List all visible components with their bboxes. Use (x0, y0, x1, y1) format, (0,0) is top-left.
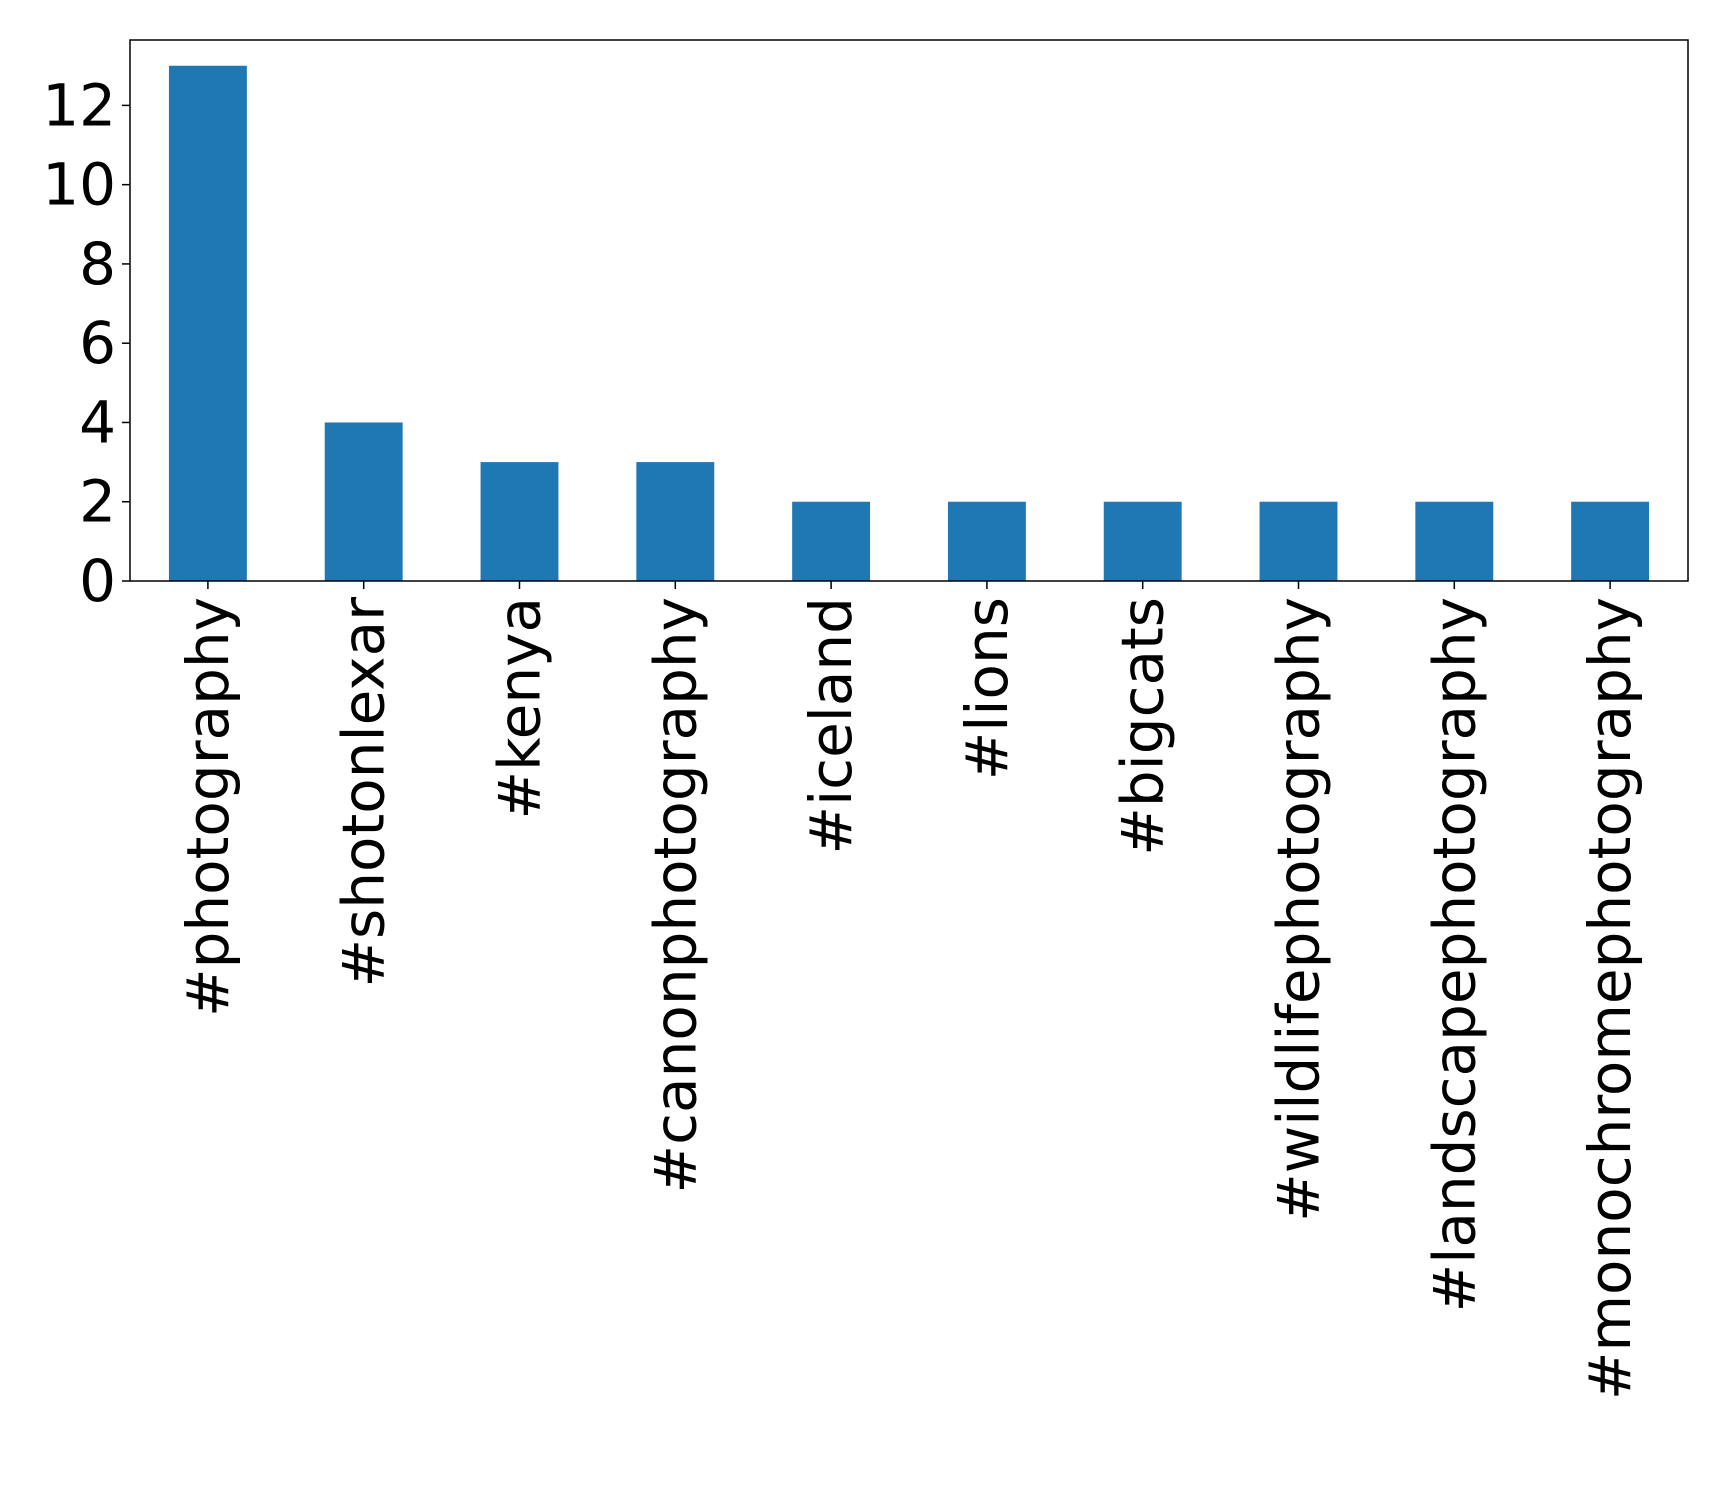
x-tick-label: #bigcats (1109, 597, 1177, 856)
y-tick-label: 8 (79, 230, 116, 298)
x-tick-label: #iceland (797, 597, 865, 855)
x-tick-label: #shotonlexar (330, 597, 398, 988)
bar-iceland (792, 501, 871, 581)
y-tick-label: 4 (79, 388, 116, 456)
bar-bigcats (1103, 501, 1182, 581)
bar-landscapephotography (1415, 501, 1494, 581)
y-axis: 0 2 4 6 8 10 12 (42, 71, 130, 615)
x-tick-label: #lions (953, 597, 1021, 780)
y-tick-label: 6 (79, 309, 116, 377)
bar-shotonlexar (324, 422, 403, 581)
y-tick-label: 2 (79, 468, 116, 536)
bar-lions (947, 501, 1026, 581)
y-tick-label: 10 (42, 151, 116, 219)
bar-monochromephotography (1571, 501, 1650, 581)
bar-photography (168, 65, 247, 581)
bar-kenya (480, 462, 559, 581)
x-tick-label: #wildlifephotography (1265, 597, 1333, 1222)
plot-frame (129, 39, 1689, 582)
x-axis: #photography #shotonlexar #kenya #canonphot… (174, 581, 1644, 1400)
x-tick-label: #photography (174, 597, 242, 1017)
x-tick-label: #canonphotography (641, 597, 709, 1193)
y-tick-label: 12 (42, 71, 116, 139)
x-tick-label: #landscapephotography (1420, 597, 1488, 1312)
bar-canonphotography (636, 462, 715, 581)
bars-layer (168, 65, 1650, 581)
bar-wildlifephotography (1259, 501, 1338, 581)
x-tick-label: #monochromephotography (1576, 597, 1644, 1400)
y-tick-label: 0 (79, 547, 116, 615)
x-tick-label: #kenya (486, 597, 554, 819)
